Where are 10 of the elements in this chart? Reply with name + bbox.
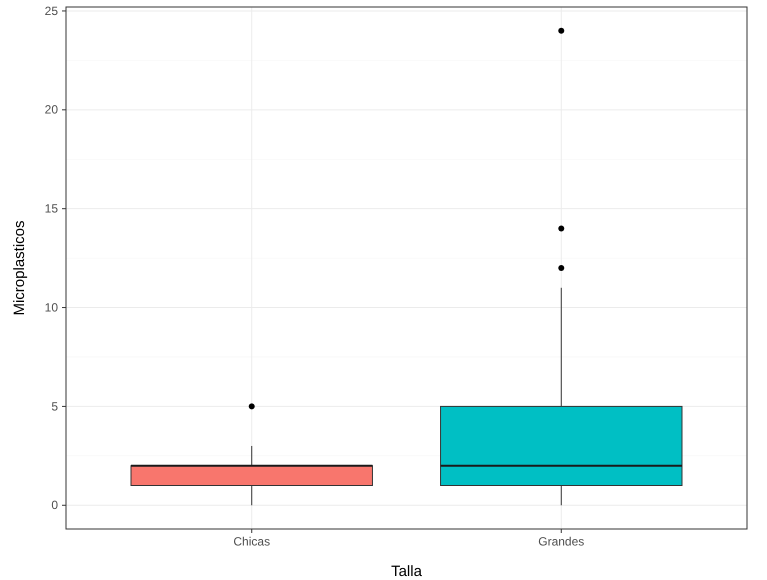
x-axis-title: Talla	[391, 563, 423, 580]
y-tick-label: 25	[44, 4, 58, 18]
x-tick-label: Chicas	[233, 534, 270, 549]
y-tick-label: 20	[44, 102, 58, 117]
y-tick-label: 10	[44, 300, 58, 314]
y-tick-label: 15	[44, 202, 58, 216]
y-axis-title: Microplasticos	[11, 220, 28, 316]
y-tick-label: 5	[51, 399, 58, 414]
x-tick-label: Grandes	[538, 534, 584, 549]
y-tick-label: 0	[51, 498, 58, 512]
